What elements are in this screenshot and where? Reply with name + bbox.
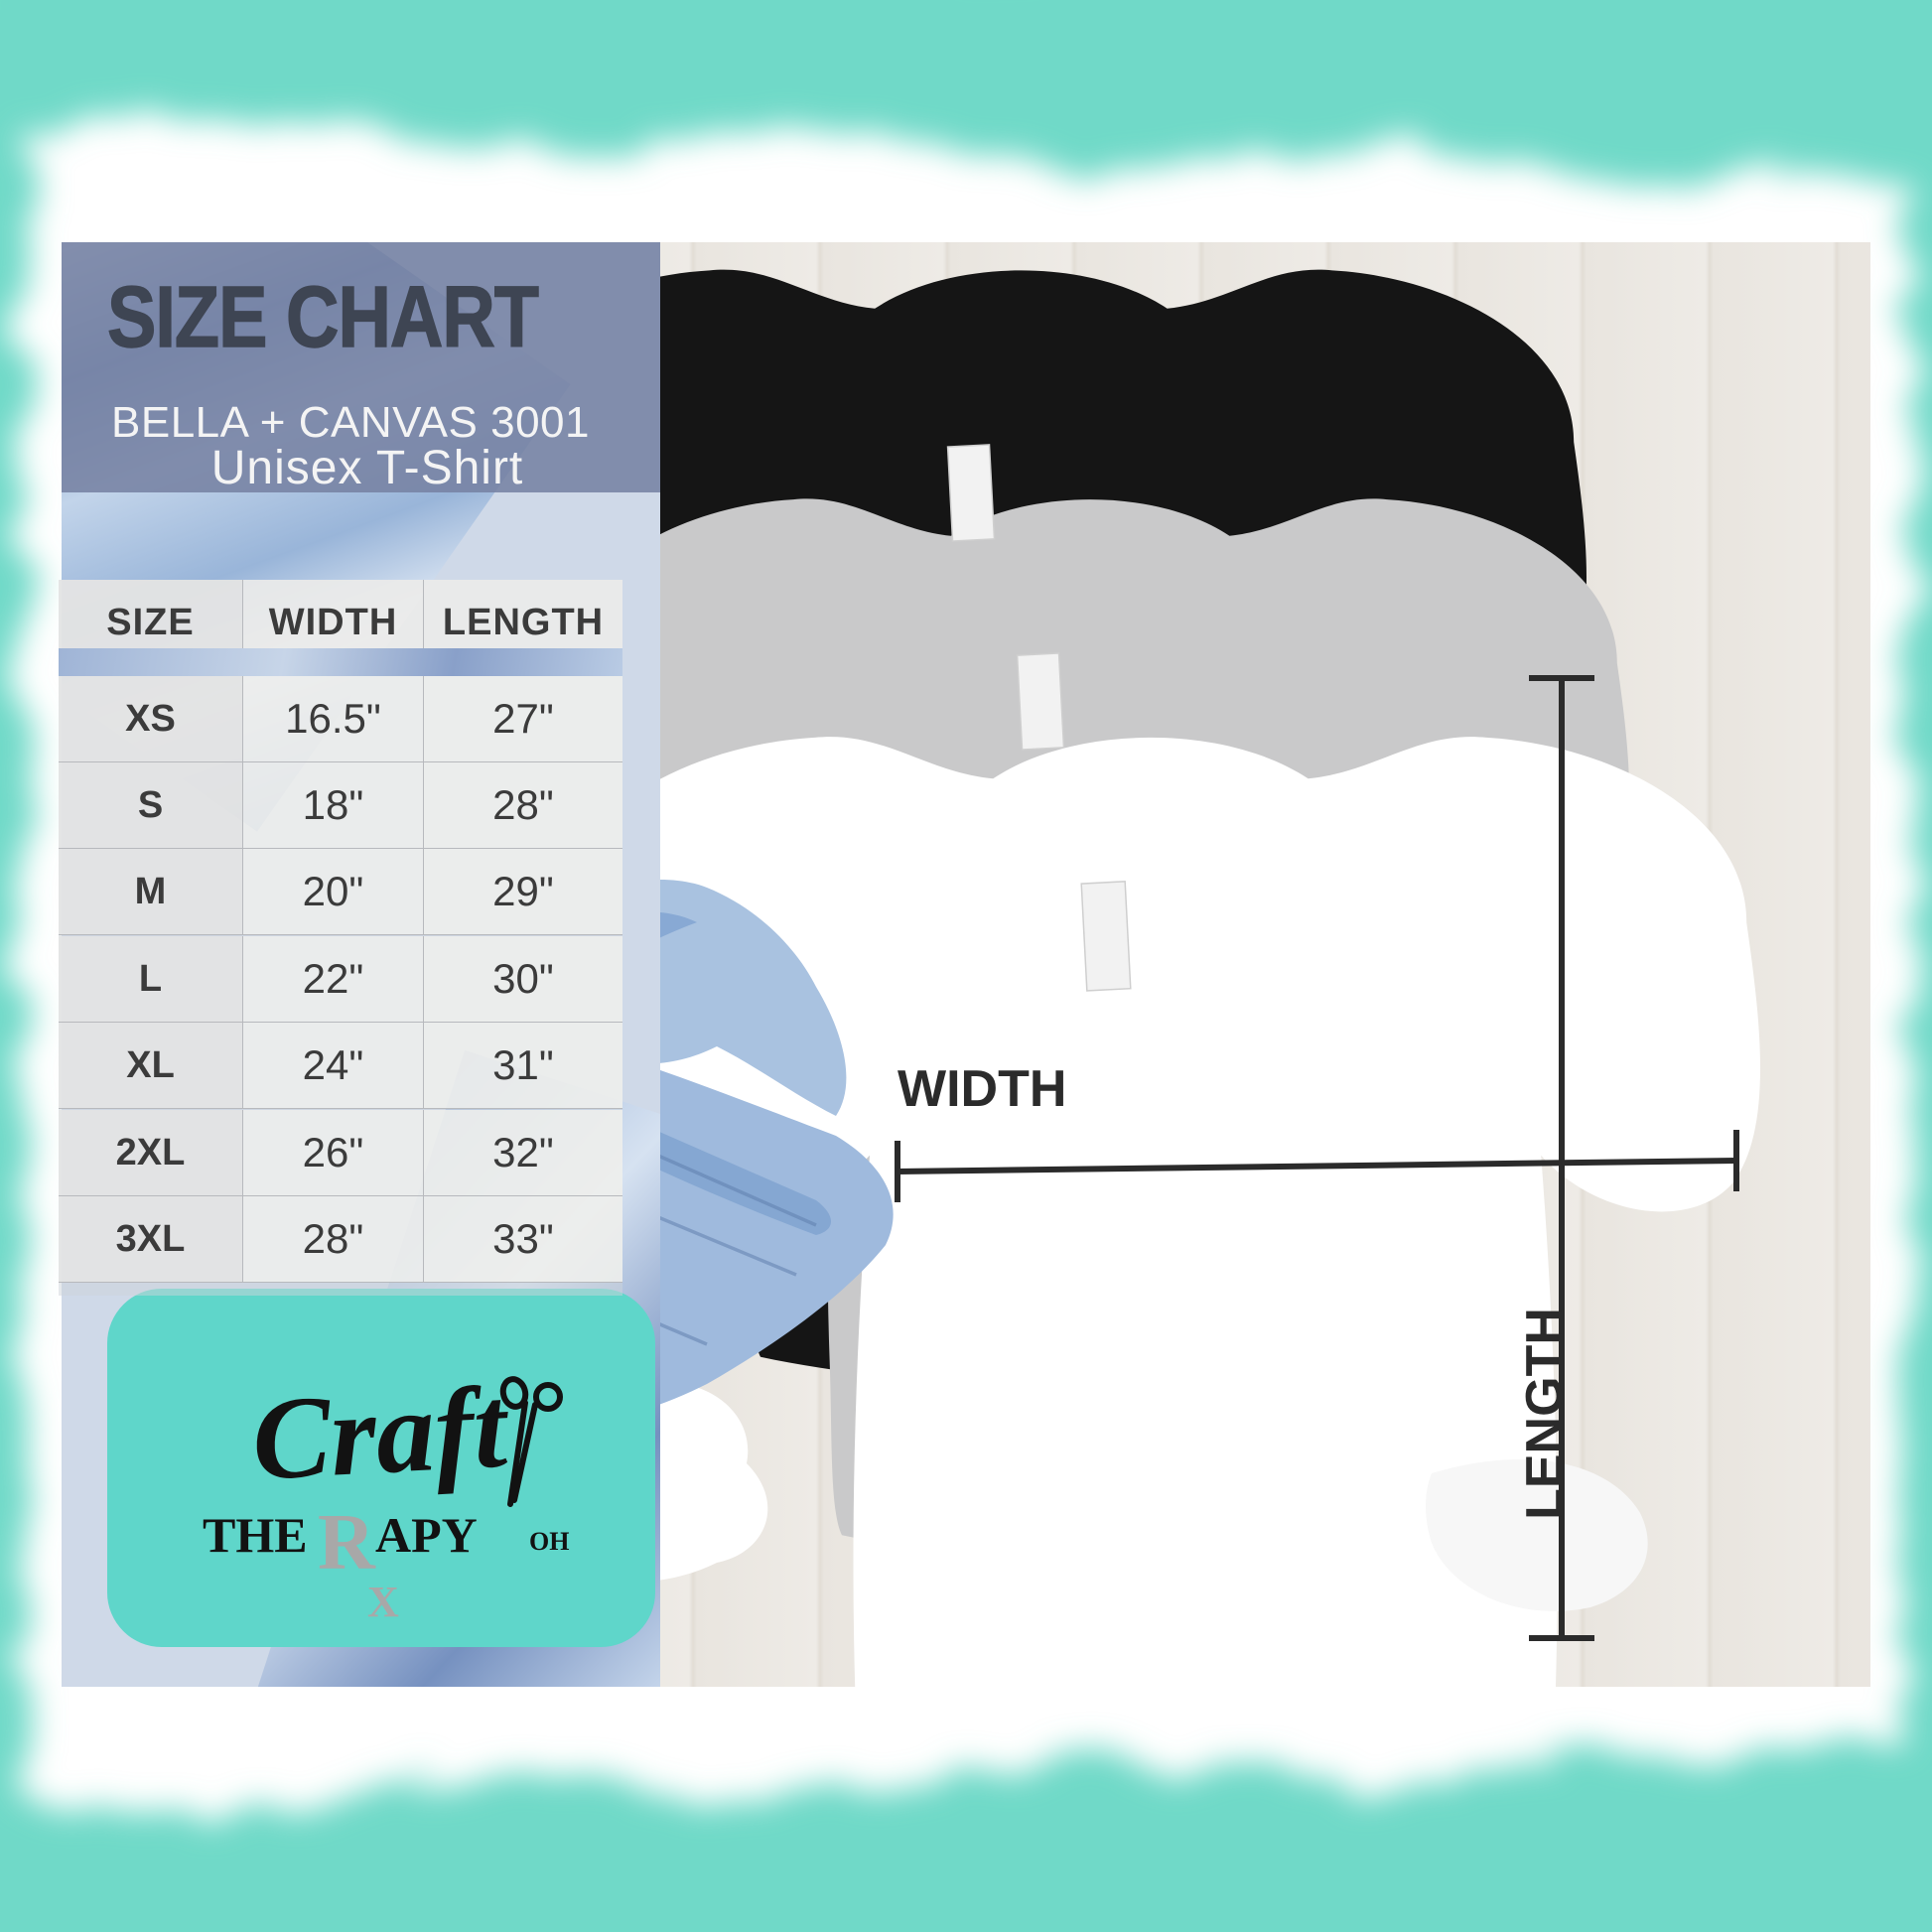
svg-text:R: R xyxy=(318,1499,376,1587)
svg-text:WIDTH: WIDTH xyxy=(897,1060,1066,1118)
svg-text:APY: APY xyxy=(375,1507,478,1563)
svg-text:OH: OH xyxy=(529,1527,569,1556)
svg-text:Craft: Craft xyxy=(249,1361,512,1504)
svg-text:THE: THE xyxy=(203,1507,308,1563)
svg-text:X: X xyxy=(367,1578,399,1626)
svg-text:LENGTH: LENGTH xyxy=(1516,1308,1574,1520)
